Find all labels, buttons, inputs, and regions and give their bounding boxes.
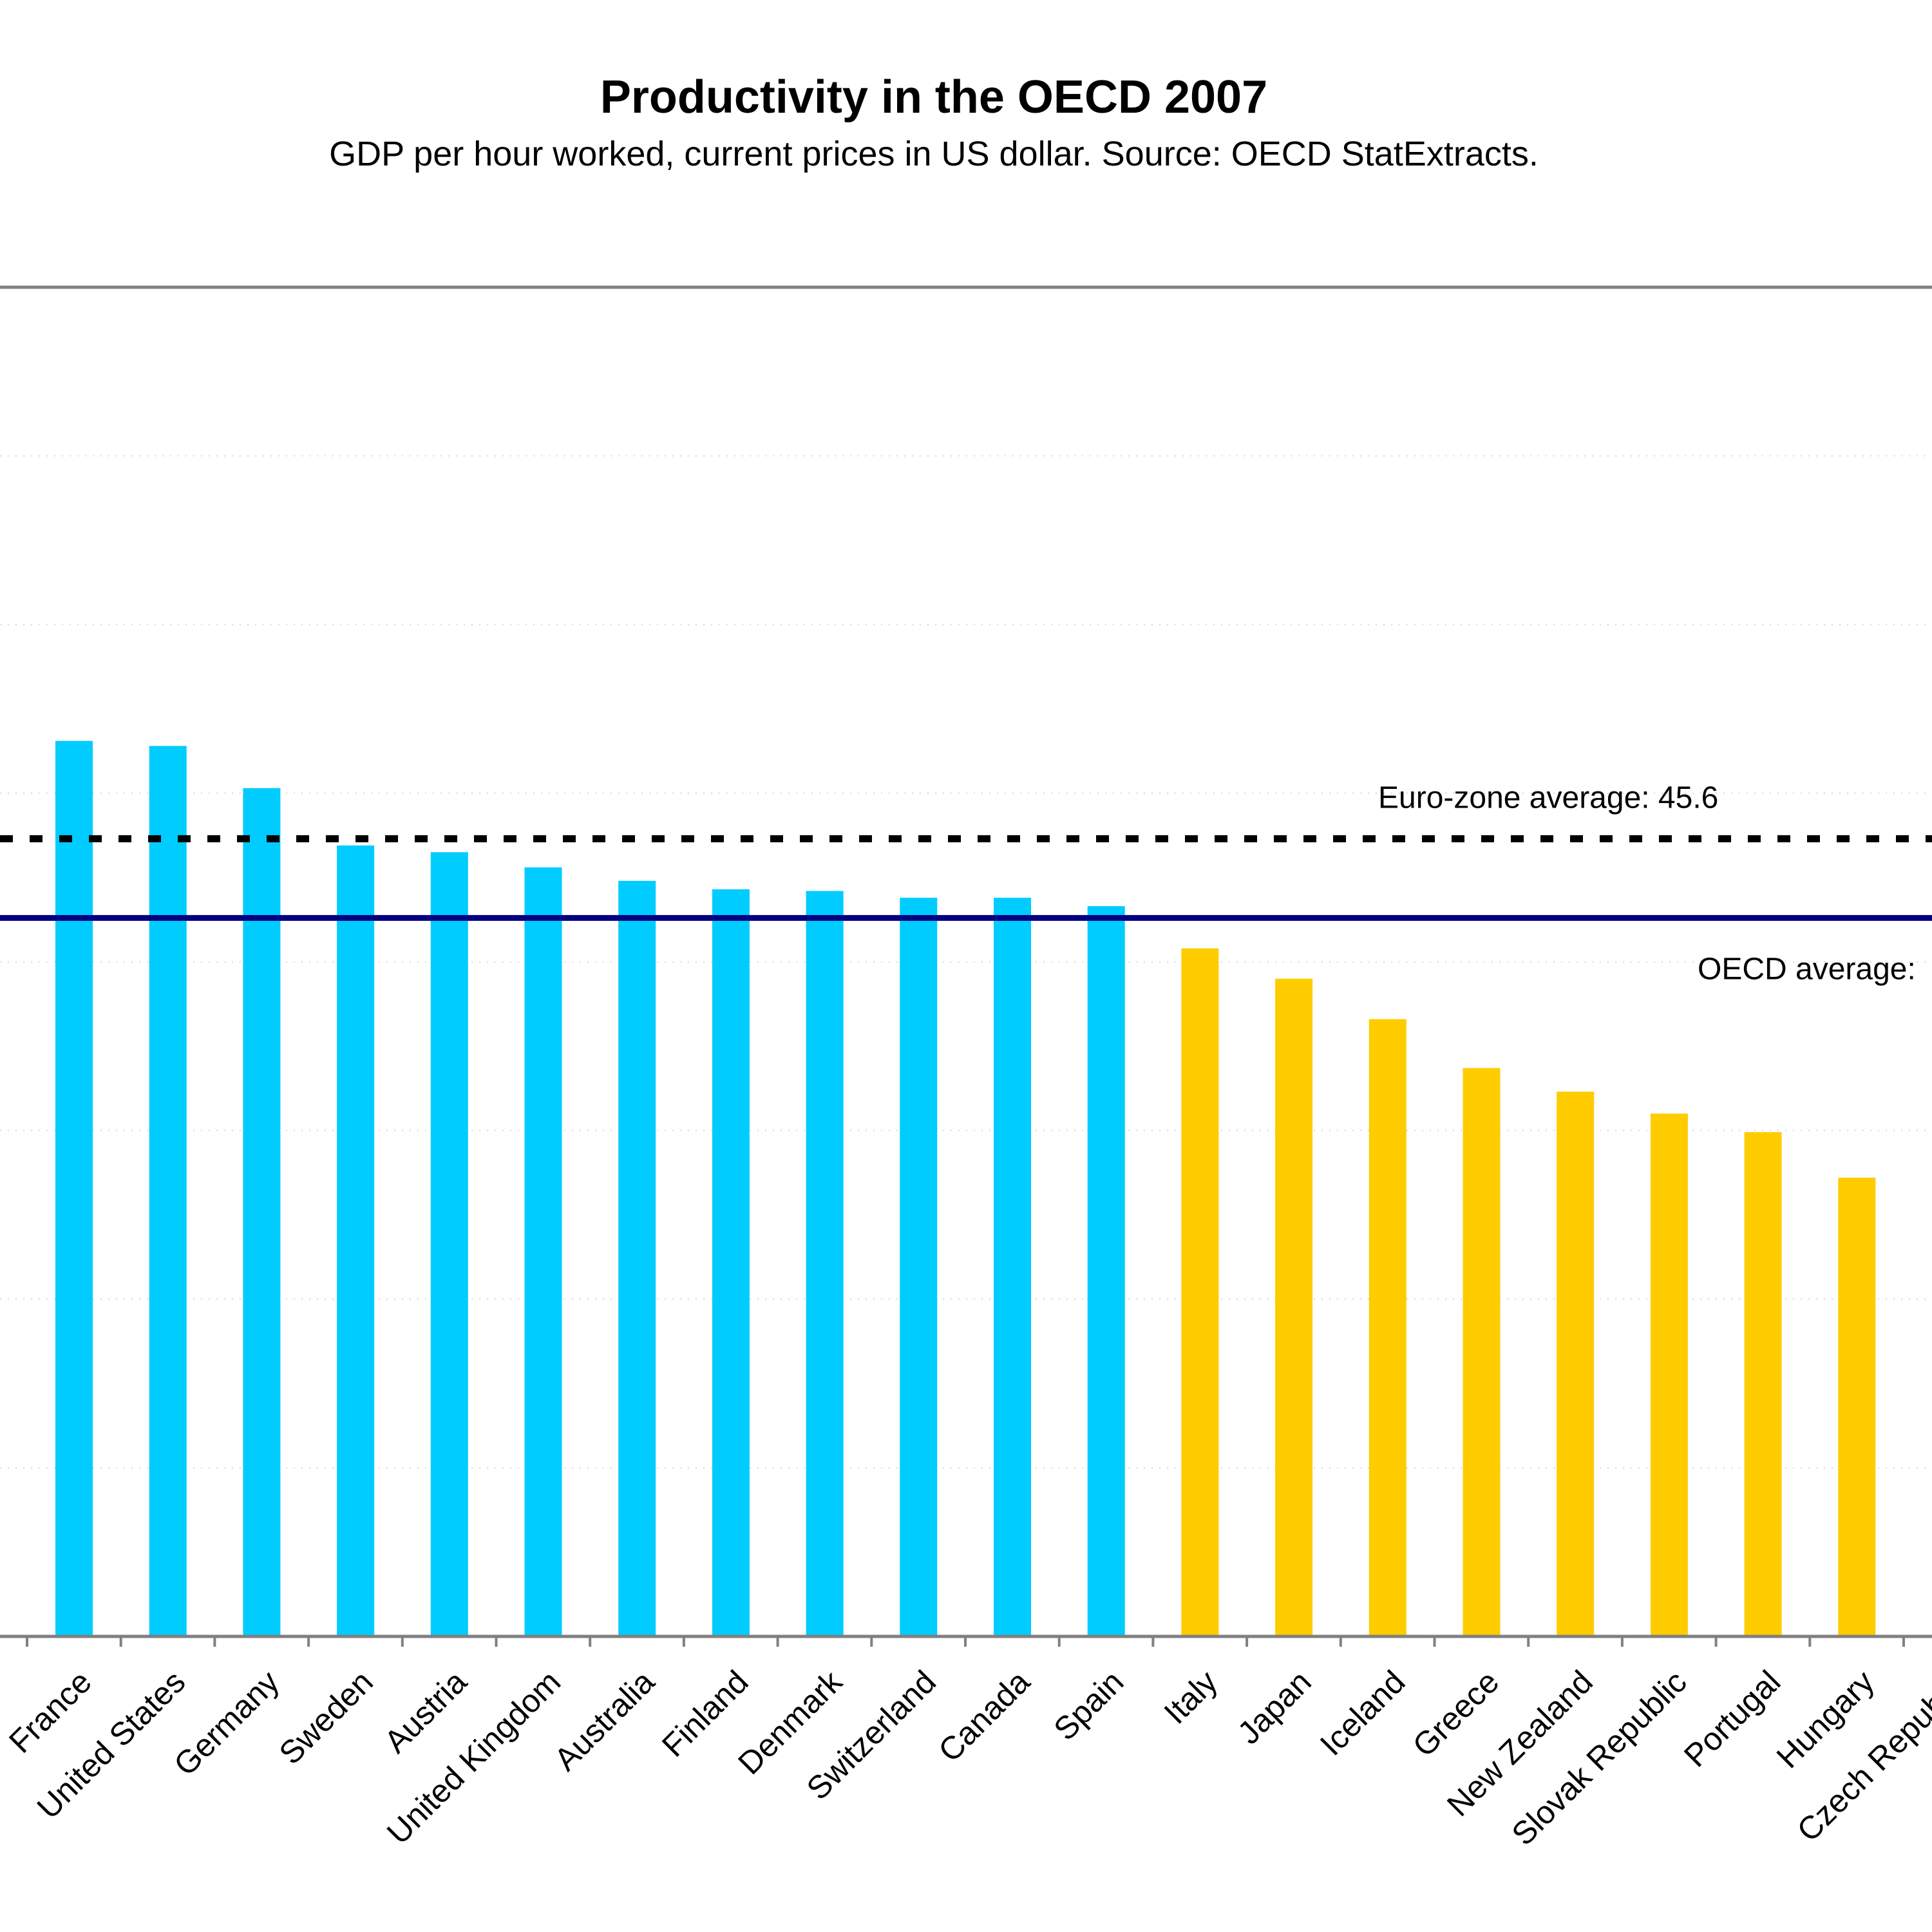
bar: [1838, 1177, 1876, 1636]
x-tick-label: Iceland: [1313, 1663, 1412, 1763]
bar: [1087, 906, 1125, 1636]
x-tick-label: Canada: [931, 1663, 1037, 1769]
x-tick-label: Slovak Republic: [1505, 1663, 1694, 1852]
x-tick-label: Spain: [1046, 1663, 1130, 1747]
bar: [1557, 1092, 1595, 1636]
bar: [149, 746, 187, 1636]
x-tick-label: Portugal: [1677, 1663, 1787, 1774]
bar: [337, 845, 375, 1636]
x-tick-label: Japan: [1231, 1663, 1318, 1751]
x-tick-label: Germany: [167, 1663, 286, 1783]
x-tick-label: Sweden: [272, 1663, 380, 1771]
bar: [243, 788, 281, 1636]
chart-title: Productivity in the OECD 2007: [600, 71, 1267, 123]
bar: [55, 741, 93, 1636]
x-tick-label: United Kingdom: [380, 1663, 567, 1851]
bar: [524, 867, 562, 1636]
bar: [618, 880, 656, 1636]
euro-zone-average-label: Euro-zone average: 45.6: [1378, 781, 1718, 815]
bar: [1744, 1132, 1782, 1636]
reference-lines: Euro-zone average: 45.6 OECD average:: [0, 781, 1932, 986]
bar: [1181, 948, 1219, 1636]
bar: [1463, 1068, 1501, 1636]
bar: [1275, 978, 1313, 1636]
bar: [430, 852, 468, 1636]
bar: [712, 889, 750, 1636]
chart-subtitle: GDP per hour worked, current prices in U…: [329, 135, 1539, 173]
bars: [55, 741, 1876, 1636]
x-tick-label: Australia: [547, 1663, 661, 1777]
bar: [1368, 1019, 1406, 1636]
bar: [806, 891, 844, 1636]
oecd-average-label: OECD average:: [1698, 952, 1916, 986]
bar: [900, 897, 938, 1636]
bar: [994, 897, 1031, 1636]
x-tick-label: Italy: [1157, 1663, 1224, 1730]
x-axis-ticks: [26, 1636, 1905, 1647]
gridlines: [0, 455, 1932, 1469]
bar: [1650, 1113, 1688, 1636]
